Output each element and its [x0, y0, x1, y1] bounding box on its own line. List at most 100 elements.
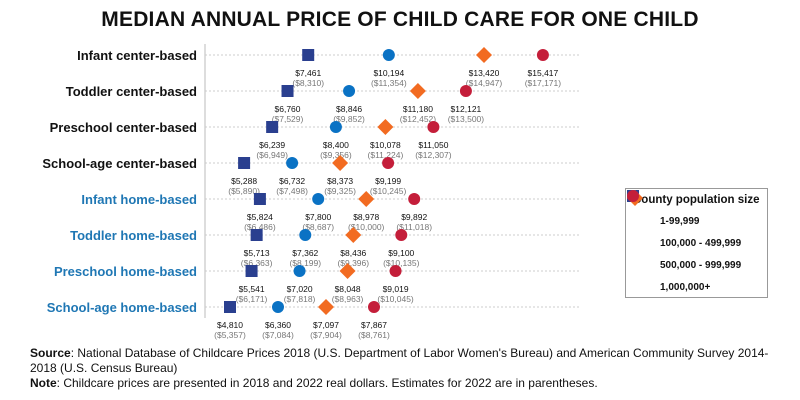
value-label-2022: ($8,761) — [358, 330, 390, 340]
value-label-2022: ($11,354) — [371, 78, 407, 88]
value-label-2022: ($10,000) — [348, 222, 385, 232]
value-label-2022: ($11,224) — [368, 150, 404, 160]
category-label: Preschool home-based — [54, 264, 197, 279]
value-label-2022: ($14,947) — [466, 78, 503, 88]
value-label-2022: ($6,363) — [241, 258, 273, 268]
value-label: $12,121 — [451, 104, 482, 114]
value-label: $7,867 — [361, 320, 387, 330]
data-marker — [536, 49, 549, 61]
legend-label: 1-99,999 — [660, 215, 700, 227]
value-label: $5,824 — [247, 212, 273, 222]
value-label: $9,892 — [401, 212, 427, 222]
value-label: $9,199 — [375, 176, 401, 186]
data-marker — [253, 193, 266, 205]
data-marker — [377, 119, 394, 135]
note-label: Note — [30, 376, 57, 390]
category-label: School-age home-based — [47, 300, 197, 315]
value-label-2022: ($11,018) — [396, 222, 432, 232]
data-marker — [459, 85, 472, 97]
value-label-2022: ($9,396) — [337, 258, 369, 268]
data-marker — [293, 265, 306, 277]
value-label: $6,239 — [259, 140, 285, 150]
value-label: $9,100 — [388, 248, 414, 258]
data-marker — [358, 191, 375, 207]
category-label: Toddler home-based — [70, 228, 197, 243]
value-label-2022: ($6,486) — [244, 222, 276, 232]
value-label-2022: ($10,245) — [370, 186, 407, 196]
legend: County population size 1-99,999 100,000 -… — [625, 188, 768, 298]
value-label: $6,732 — [279, 176, 305, 186]
chart-title: MEDIAN ANNUAL PRICE OF CHILD CARE FOR ON… — [101, 8, 699, 31]
value-label-2022: ($10,135) — [383, 258, 420, 268]
data-marker — [329, 121, 342, 133]
legend-item: 1,000,000+ — [627, 190, 767, 298]
value-label-2022: ($9,356) — [320, 150, 352, 160]
legend-label: 500,000 - 999,999 — [660, 259, 742, 271]
data-marker — [368, 301, 380, 313]
category-label: Preschool center-based — [50, 120, 197, 135]
value-label-2022: ($8,963) — [332, 294, 364, 304]
value-label: $9,019 — [383, 284, 409, 294]
value-label: $7,020 — [287, 284, 313, 294]
legend-title: County population size — [633, 194, 760, 206]
data-marker — [266, 121, 279, 133]
value-label-2022: ($10,045) — [377, 294, 414, 304]
data-marker — [250, 229, 263, 241]
value-label-2022: ($12,452) — [400, 114, 437, 124]
legend-item: 500,000 - 999,999 — [627, 190, 767, 276]
category-label: Infant home-based — [81, 192, 197, 207]
data-marker — [382, 49, 395, 61]
value-label: $15,417 — [528, 68, 559, 78]
value-label-2022: ($17,171) — [525, 78, 562, 88]
legend-label: 100,000 - 499,999 — [660, 237, 742, 249]
data-marker — [286, 157, 299, 169]
data-marker — [281, 85, 294, 97]
data-marker — [299, 229, 312, 241]
value-label: $11,180 — [403, 104, 433, 114]
data-marker — [408, 193, 421, 205]
value-label-2022: ($7,084) — [262, 330, 294, 340]
value-label: $7,800 — [305, 212, 331, 222]
data-marker — [245, 265, 258, 277]
value-label-2022: ($7,498) — [276, 186, 308, 196]
value-label-2022: ($7,904) — [310, 330, 342, 340]
dot-plot: Infant center-based $7,461($8,310) $10,194… — [42, 44, 580, 340]
data-marker — [395, 229, 408, 241]
legend-item: 1-99,999 — [627, 190, 767, 232]
value-label: $4,810 — [217, 320, 243, 330]
legend-label: 1,000,000+ — [660, 281, 711, 293]
category-label: Toddler center-based — [66, 84, 197, 99]
data-marker — [345, 227, 362, 243]
value-label-2022: ($8,687) — [302, 222, 334, 232]
value-label-2022: ($7,818) — [284, 294, 316, 304]
value-label: $10,078 — [370, 140, 401, 150]
value-label-2022: ($6,949) — [256, 150, 288, 160]
value-label-2022: ($9,852) — [333, 114, 365, 124]
legend-items: 1-99,999 100,000 - 499,999 500,000 - 999,9… — [626, 190, 767, 298]
value-label: $5,288 — [231, 176, 257, 186]
category-label: School-age center-based — [42, 156, 197, 171]
data-marker — [312, 193, 325, 205]
value-label-2022: ($6,171) — [236, 294, 268, 304]
value-label-2022: ($8,310) — [292, 78, 324, 88]
value-label: $5,541 — [239, 284, 265, 294]
value-label-2022: ($8,199) — [289, 258, 321, 268]
value-label: $5,713 — [244, 248, 270, 258]
note-text: : Childcare prices are presented in 2018… — [56, 376, 598, 390]
source-text: : National Database of Childcare Prices … — [30, 346, 769, 375]
value-label: $8,373 — [327, 176, 353, 186]
value-label-2022: ($13,500) — [448, 114, 485, 124]
value-label: $7,097 — [313, 320, 339, 330]
value-label: $6,760 — [275, 104, 301, 114]
value-label: $8,400 — [323, 140, 349, 150]
value-label: $6,360 — [265, 320, 291, 330]
data-marker — [339, 263, 356, 279]
note: Note: Childcare prices are presented in … — [30, 376, 780, 391]
data-marker — [332, 155, 349, 171]
category-label: Infant center-based — [77, 48, 197, 63]
data-marker — [409, 83, 426, 99]
source-label: Source — [30, 346, 71, 360]
data-marker — [318, 299, 334, 315]
data-marker — [238, 157, 251, 169]
notes: Source: National Database of Childcare P… — [30, 346, 780, 391]
